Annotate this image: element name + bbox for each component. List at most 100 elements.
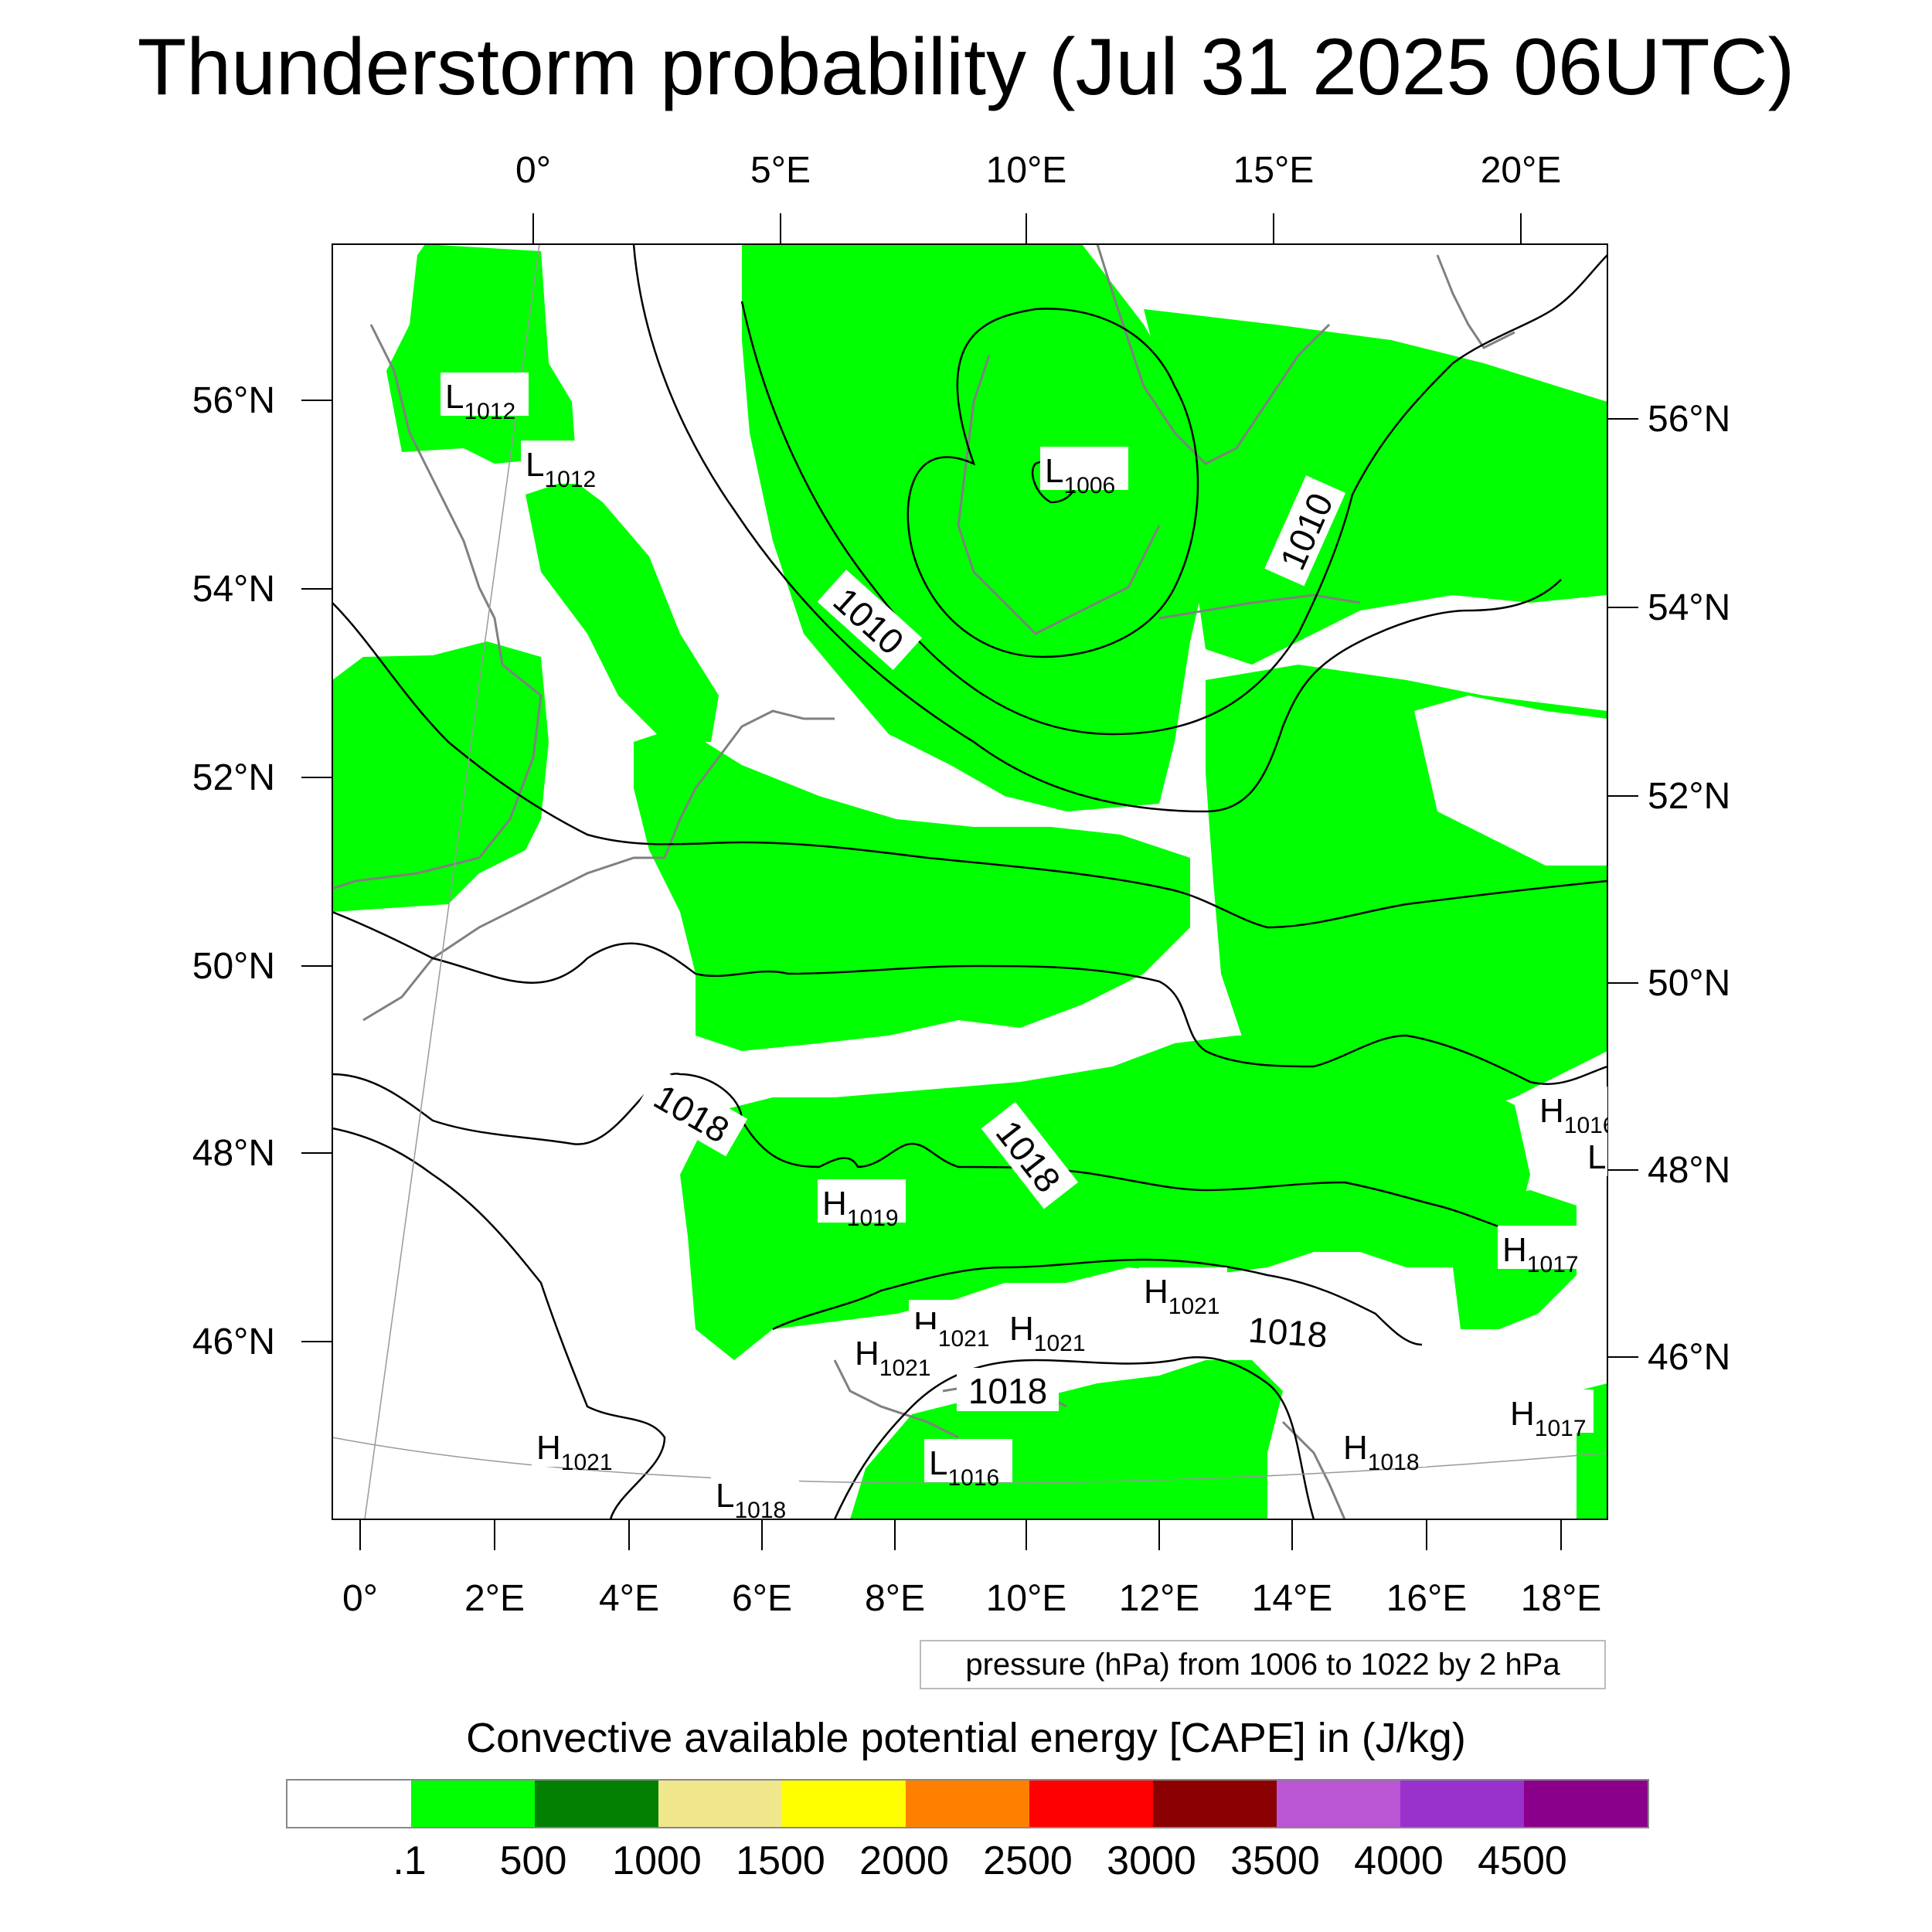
bottom-lon-label: 18°E: [1521, 1578, 1602, 1619]
top-lon-label: 5°E: [750, 150, 811, 191]
pressure-center-label: H1021: [1009, 1310, 1086, 1356]
colorbar-cell: [1277, 1781, 1400, 1827]
cape-region-east-edge: [1414, 696, 1607, 866]
tick-marks: [301, 213, 1638, 1550]
coastline-sweden: [1096, 244, 1331, 465]
contour-labels: 1010 1010 1018 1018 1018 1018: [637, 475, 1346, 1411]
left-lat-label: 56°N: [192, 380, 275, 421]
cape-region-south-germany: [680, 1036, 1530, 1360]
top-lon-label: 0°: [515, 150, 551, 191]
cape-region-northwest: [386, 244, 576, 464]
left-lat-label: 50°N: [192, 946, 275, 987]
colorbar-cell: [782, 1781, 906, 1827]
bottom-lon-label: 8°E: [865, 1578, 925, 1619]
contour-label: 1018: [1247, 1310, 1329, 1355]
bottom-lon-labels: 0° 2°E 4°E 6°E 8°E 10°E 12°E 14°E 16°E 1…: [342, 1578, 1601, 1619]
colorbar-label: 3500: [1230, 1838, 1320, 1883]
colorbar-cell: [906, 1781, 1029, 1827]
colorbar-label: 4000: [1354, 1838, 1444, 1883]
top-lon-label: 20°E: [1481, 150, 1562, 191]
isobar-1010-north: [740, 254, 1607, 736]
right-lat-label: 54°N: [1648, 587, 1730, 628]
right-lat-label: 50°N: [1648, 963, 1730, 1004]
isobar-1006-ring: [906, 308, 1199, 658]
parallel-45: [332, 1437, 1607, 1485]
colorbar-label: 500: [499, 1838, 567, 1883]
map-title: Thunderstorm probability (Jul 31 2025 06…: [137, 22, 1795, 112]
pressure-center-label: H1018: [1343, 1429, 1420, 1475]
colorbar-cell: [535, 1781, 658, 1827]
coastline-adriatic: [1281, 1420, 1346, 1519]
isobar-1014-france: [332, 910, 1607, 1085]
cape-region-west: [332, 641, 549, 912]
top-lon-label: 15°E: [1233, 150, 1315, 191]
coastline-finland: [1436, 254, 1515, 349]
colorbar-cell: [658, 1781, 782, 1827]
bottom-lon-label: 16°E: [1386, 1578, 1468, 1619]
colorbar-label: 1500: [736, 1838, 825, 1883]
colorbar-cell: [411, 1781, 535, 1827]
coastline-italy-west: [833, 1359, 959, 1439]
coastline-britain: [332, 324, 543, 890]
pressure-centers: L1012 L1012 L1006 H1016 L H1019 H1017 H: [440, 372, 1607, 1523]
pressure-center-label: L1012: [445, 378, 515, 424]
colorbar-cell: [1029, 1781, 1153, 1827]
colorbar-label: 3000: [1107, 1838, 1196, 1883]
colorbar: [286, 1779, 1649, 1828]
pressure-center-label: H1021: [536, 1429, 613, 1475]
isobar-1010-belgium: [632, 244, 1562, 813]
top-lon-label: 10°E: [986, 150, 1067, 191]
cape-fill-layer: [332, 244, 1607, 1519]
left-lat-labels: 56°N 54°N 52°N 50°N 48°N 46°N: [192, 380, 275, 1362]
colorbar-label: 1000: [612, 1838, 702, 1883]
bottom-lon-label: 6°E: [732, 1578, 792, 1619]
pressure-center-label: H1017: [1502, 1231, 1579, 1277]
isobar-layer: [332, 244, 1607, 1519]
graticule-layer: [332, 243, 1607, 1520]
colorbar-label: 2500: [983, 1838, 1073, 1883]
pressure-center-label: L1018: [716, 1477, 786, 1523]
cape-region-belgium-germany: [634, 726, 1190, 1051]
meridian-0: [364, 243, 540, 1520]
colorbar-cell: [1400, 1781, 1524, 1827]
pressure-center-label: H1021: [1144, 1273, 1220, 1319]
colorbar-label: 2000: [859, 1838, 949, 1883]
colorbar-cell: [287, 1781, 411, 1827]
top-lon-labels: 0° 5°E 10°E 15°E 20°E: [515, 150, 1561, 191]
left-lat-label: 54°N: [192, 569, 275, 610]
colorbar-title: Convective available potential energy [C…: [466, 1715, 1466, 1761]
isobar-1018-italy: [833, 1356, 1315, 1519]
bottom-lon-label: 12°E: [1119, 1578, 1200, 1619]
contour-info-box: pressure (hPa) from 1006 to 1022 by 2 hP…: [920, 1640, 1606, 1689]
bottom-lon-label: 14°E: [1252, 1578, 1333, 1619]
cape-region-north-sea-strip: [526, 479, 719, 742]
left-lat-label: 52°N: [192, 757, 275, 798]
cape-region-northeast: [1144, 309, 1607, 665]
colorbar-label: 4500: [1478, 1838, 1567, 1883]
bottom-lon-label: 2°E: [464, 1578, 525, 1619]
isobar-1018-southwest: [332, 1127, 666, 1519]
pressure-center-label: L: [1587, 1138, 1606, 1176]
coastline-low-countries: [663, 709, 835, 859]
colorbar-label: .1: [393, 1838, 427, 1883]
isobar-1012-uk: [332, 602, 1607, 929]
right-lat-label: 52°N: [1648, 776, 1730, 817]
contour-label: 1018: [968, 1371, 1047, 1411]
plot-frame: [332, 243, 1608, 1520]
coastline-denmark: [957, 355, 1161, 635]
pressure-center-label: L1006: [1045, 452, 1115, 498]
left-lat-label: 48°N: [192, 1133, 275, 1174]
cape-region-italy: [850, 1360, 1283, 1519]
pressure-center-label: H1021: [855, 1335, 931, 1381]
coastline-baltic-south: [1158, 594, 1361, 620]
right-lat-label: 56°N: [1648, 399, 1730, 440]
bottom-lon-label: 4°E: [599, 1578, 659, 1619]
isobar-1016-france: [332, 1073, 1531, 1238]
bottom-lon-label: 10°E: [986, 1578, 1067, 1619]
pressure-center-label: L1016: [929, 1444, 999, 1491]
pressure-center-label: L1012: [526, 446, 596, 492]
left-lat-label: 46°N: [192, 1321, 275, 1362]
colorbar-cell: [1153, 1781, 1277, 1827]
right-lat-label: 48°N: [1648, 1150, 1730, 1191]
